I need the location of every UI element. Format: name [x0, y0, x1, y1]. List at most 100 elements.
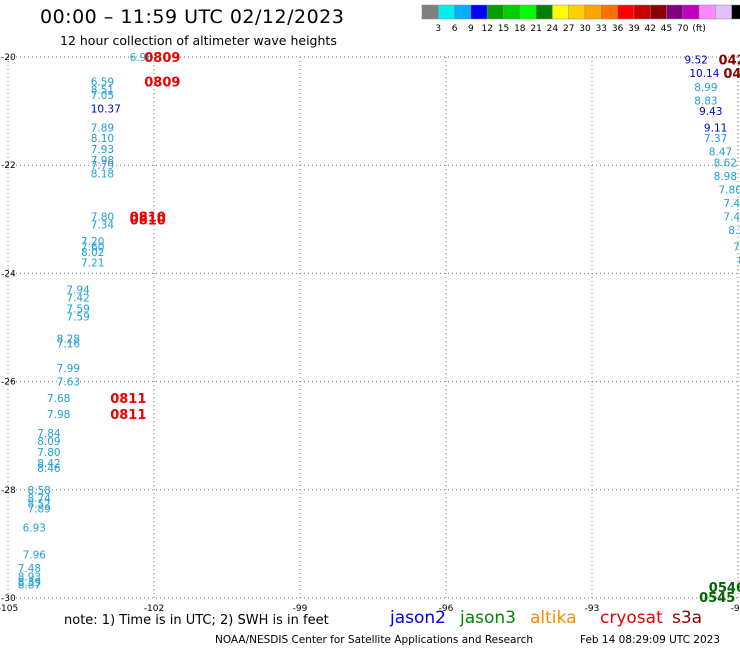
colorbar-label: 42 [644, 24, 655, 34]
wave-height-value: 10.37 [91, 103, 121, 115]
wave-height-values: 6.966.598.517.0510.377.898.107.937.987.7… [18, 52, 740, 591]
colorbar-label: 9 [468, 24, 474, 34]
wave-height-value: 6.96 [130, 52, 154, 64]
x-tick-label: -105 [0, 604, 18, 614]
wave-height-value: 7.93 [91, 144, 114, 156]
axis-tick-labels: -105 -102 -99 -96 -93 -90 -20 -22 -24 -26 -28 -30 [0, 53, 740, 614]
wave-height-value: 7.21 [81, 258, 104, 270]
time-label: 0811 [110, 392, 146, 407]
time-label: 0810 [130, 213, 166, 228]
time-label: 0420 [723, 67, 740, 82]
colorbar-swatch [715, 4, 732, 20]
wave-height-value: 7.96 [23, 550, 47, 562]
colorbar-swatch [552, 4, 569, 20]
wave-height-value: 9.11 [704, 122, 727, 134]
wave-height-value: 7.47 [723, 198, 740, 210]
wave-height-value: 8.46 [37, 463, 61, 475]
colorbar-label: 45 [661, 24, 672, 34]
y-tick-label: -28 [1, 486, 16, 496]
wave-height-value: 7.59 [66, 312, 89, 324]
colorbar-label: 33 [596, 24, 607, 34]
colorbar-label: 39 [628, 24, 640, 34]
wave-height-value: 8.87 [18, 579, 41, 591]
colorbar-legend: 3 6 9 12 15 18 21 24 27 30 33 36 39 42 45 70 (ft) [421, 4, 740, 34]
wave-height-value: 7.77 [733, 241, 740, 253]
y-tick-label: -24 [1, 269, 16, 279]
colorbar-swatch [682, 4, 700, 20]
wave-height-value: 7.34 [91, 220, 115, 232]
colorbar-swatch [535, 4, 553, 20]
chart-title: 00:00 – 11:59 UTC 02/12/2023 [40, 6, 345, 28]
wave-height-value: 6.93 [23, 523, 46, 535]
colorbar-swatch [731, 4, 740, 20]
x-tick-label: -90 [731, 604, 740, 614]
colorbar-swatch [633, 4, 651, 20]
time-label: 0421 [719, 54, 740, 69]
legend-s3a: s3a [672, 608, 703, 628]
wave-height-value: 8.10 [91, 133, 114, 145]
colorbar-swatch [666, 4, 684, 20]
colorbar-label: 36 [612, 24, 624, 34]
time-label: 0811 [110, 408, 146, 423]
wave-height-value: 7.42 [66, 293, 89, 305]
wave-height-value: 9.43 [699, 106, 722, 118]
wave-height-value: 8.03 [738, 255, 740, 267]
wave-height-value: 8.23 [728, 225, 740, 237]
y-tick-label: -26 [1, 378, 16, 388]
y-tick-label: -20 [1, 53, 16, 63]
wave-height-value: 7.98 [91, 155, 114, 167]
x-tick-label: -102 [144, 604, 164, 614]
wave-height-value: 7.80 [719, 185, 740, 197]
wave-height-value: 8.98 [714, 171, 737, 183]
wave-height-value: 8.83 [694, 95, 717, 107]
wave-height-value: 7.89 [91, 122, 114, 134]
wave-height-value: 8.93 [18, 571, 41, 583]
colorbar-swatch [519, 4, 537, 20]
colorbar-swatch [698, 4, 716, 20]
colorbar-label: 24 [547, 24, 559, 34]
wave-height-value: 7.37 [704, 133, 727, 145]
wave-height-value: 7.79 [91, 160, 114, 172]
colorbar-label: 6 [452, 24, 458, 34]
legend-cryosat: cryosat [600, 608, 663, 628]
wave-height-value: 8.28 [57, 333, 80, 345]
wave-height-value: 6.59 [91, 76, 114, 88]
time-label: 0810 [130, 211, 166, 226]
wave-height-value: 7.59 [66, 304, 89, 316]
y-tick-label: -22 [1, 161, 16, 171]
chart-subtitle: 12 hour collection of altimeter wave hei… [60, 33, 337, 48]
wave-height-value: 8.09 [37, 436, 60, 448]
wave-height-value: 8.99 [694, 82, 717, 94]
wave-height-value: 8.42 [37, 458, 60, 470]
colorbar-swatch [503, 4, 521, 20]
colorbar-label: 30 [579, 24, 591, 34]
wave-height-value: 8.18 [91, 168, 114, 180]
wave-height-value: 7.48 [18, 563, 41, 575]
wave-height-value: 7.20 [81, 236, 104, 248]
x-tick-label: -93 [585, 604, 600, 614]
x-tick-label: -96 [439, 604, 454, 614]
wave-height-value: 7.89 [27, 504, 50, 516]
colorbar-label: 3 [435, 24, 441, 34]
legend-altika: altika [530, 608, 577, 628]
colorbar-swatch [601, 4, 618, 20]
footer-note: note: 1) Time is in UTC; 2) SWH is in fe… [64, 613, 329, 628]
colorbar-label: 70 [677, 24, 689, 34]
wave-height-value: 8.39 [18, 577, 41, 589]
wave-height-value: 7.80 [91, 212, 114, 224]
colorbar-swatch [438, 4, 455, 20]
colorbar-swatch [421, 4, 439, 20]
colorbar-swatch [568, 4, 586, 20]
wave-height-value: 10.14 [689, 68, 719, 80]
colorbar-label: 12 [481, 24, 492, 34]
colorbar-swatch [617, 4, 635, 20]
wave-height-value: 7.94 [66, 285, 90, 297]
wave-height-value: 8.58 [27, 485, 50, 497]
colorbar-label: 27 [563, 24, 574, 34]
wave-height-value: 8.74 [27, 493, 51, 505]
wave-height-value: 7.98 [47, 409, 70, 421]
wave-height-value: 8.51 [91, 84, 114, 96]
wave-height-value: 7.16 [57, 339, 81, 351]
footer-timestamp: Feb 14 08:29:09 UTC 2023 [580, 634, 720, 646]
y-tick-label: -30 [1, 594, 16, 604]
